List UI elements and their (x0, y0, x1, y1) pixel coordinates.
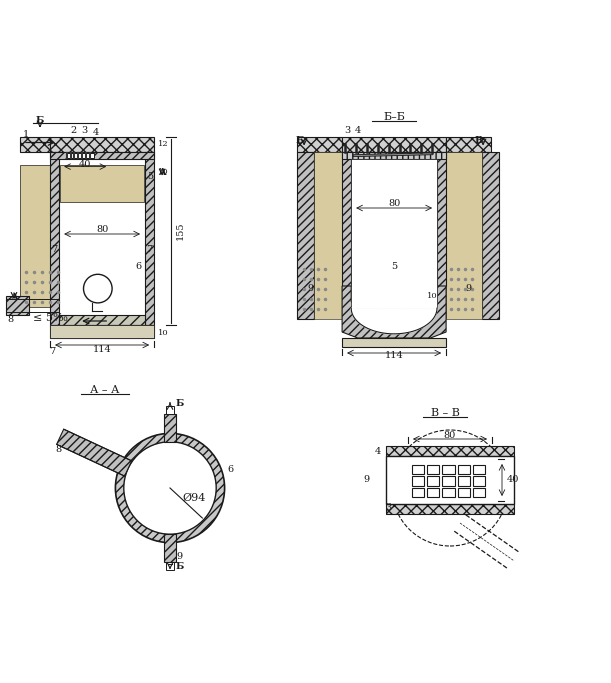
Text: 6: 6 (228, 466, 234, 475)
Bar (50, 152, 154, 158)
Bar (297, 152, 314, 318)
Text: Б: Б (176, 561, 185, 571)
Bar (145, 152, 154, 325)
Bar (50, 325, 154, 338)
Bar (458, 465, 470, 474)
Text: 4: 4 (375, 447, 381, 456)
Bar (20, 165, 50, 307)
Text: А – А: А – А (90, 385, 120, 395)
Bar (473, 476, 485, 486)
Bar (6, 296, 29, 315)
Text: 40: 40 (507, 475, 519, 484)
Bar (412, 476, 424, 486)
Text: 8: 8 (7, 316, 13, 324)
Text: 9: 9 (176, 552, 182, 561)
Text: Б–Б: Б–Б (383, 111, 405, 122)
Text: 80: 80 (96, 225, 108, 234)
Text: A: A (10, 294, 18, 303)
Bar (342, 137, 446, 152)
Bar (20, 137, 50, 152)
Bar (66, 153, 94, 158)
Bar (166, 406, 174, 414)
Bar (458, 476, 470, 486)
Bar (412, 465, 424, 474)
Bar (473, 488, 485, 497)
Text: 4: 4 (92, 128, 99, 137)
Text: Б: Б (176, 400, 185, 408)
Text: В: В (475, 136, 483, 145)
Text: 10: 10 (158, 329, 169, 337)
Text: 3: 3 (344, 126, 350, 135)
Bar (60, 165, 144, 201)
Bar (50, 152, 59, 325)
Text: 114: 114 (385, 352, 403, 361)
Bar (442, 465, 455, 474)
Circle shape (115, 434, 225, 542)
Text: 80: 80 (388, 199, 400, 208)
Text: 4: 4 (355, 126, 361, 135)
Polygon shape (353, 153, 433, 156)
Bar (50, 137, 154, 152)
Bar (342, 338, 446, 347)
Bar (446, 152, 482, 318)
Text: 1: 1 (23, 130, 29, 139)
Text: A: A (158, 168, 166, 177)
Text: 7: 7 (49, 348, 56, 357)
Text: Б: Б (36, 116, 44, 125)
Text: 5: 5 (391, 262, 397, 271)
Bar (297, 137, 342, 152)
Polygon shape (342, 286, 446, 338)
Text: 3: 3 (81, 126, 87, 135)
Text: 9: 9 (307, 284, 313, 293)
Bar (473, 465, 485, 474)
Bar (427, 476, 439, 486)
Text: 155: 155 (176, 221, 185, 240)
Bar (482, 152, 499, 318)
Bar (166, 562, 174, 570)
Text: 9: 9 (465, 284, 471, 293)
Circle shape (124, 442, 216, 534)
Bar (442, 476, 455, 486)
Text: 40: 40 (79, 160, 92, 169)
Text: 8: 8 (56, 445, 62, 454)
Text: 7: 7 (147, 245, 153, 254)
Bar (164, 534, 177, 562)
Bar (386, 456, 514, 504)
Text: 9: 9 (363, 475, 369, 484)
Bar (437, 152, 446, 286)
Polygon shape (57, 429, 132, 476)
Text: 10: 10 (427, 292, 437, 300)
Text: 10: 10 (158, 167, 169, 176)
Bar (351, 158, 437, 308)
Bar (412, 488, 424, 497)
Bar (446, 137, 491, 152)
Bar (164, 414, 177, 442)
Bar (442, 488, 455, 497)
Bar (386, 446, 514, 456)
Bar (427, 488, 439, 497)
Bar (59, 315, 145, 325)
Text: Ø94: Ø94 (182, 493, 205, 503)
Bar (458, 488, 470, 497)
Bar (342, 152, 446, 158)
Text: 2: 2 (70, 126, 76, 135)
Text: Б: Б (296, 136, 304, 145)
Bar (314, 152, 342, 318)
Text: 5: 5 (147, 172, 153, 181)
Text: 114: 114 (93, 344, 111, 354)
Text: 12: 12 (158, 140, 169, 148)
Bar (386, 504, 514, 514)
Bar (342, 152, 351, 286)
Text: 80: 80 (444, 430, 456, 439)
Text: 7: 7 (51, 245, 58, 254)
Text: 6: 6 (136, 262, 142, 271)
Polygon shape (351, 308, 437, 334)
Bar (50, 325, 154, 338)
Text: ≤ 5‰: ≤ 5‰ (33, 313, 68, 323)
Bar (427, 465, 439, 474)
Text: 3: 3 (385, 503, 391, 512)
Text: В – В: В – В (431, 408, 459, 418)
